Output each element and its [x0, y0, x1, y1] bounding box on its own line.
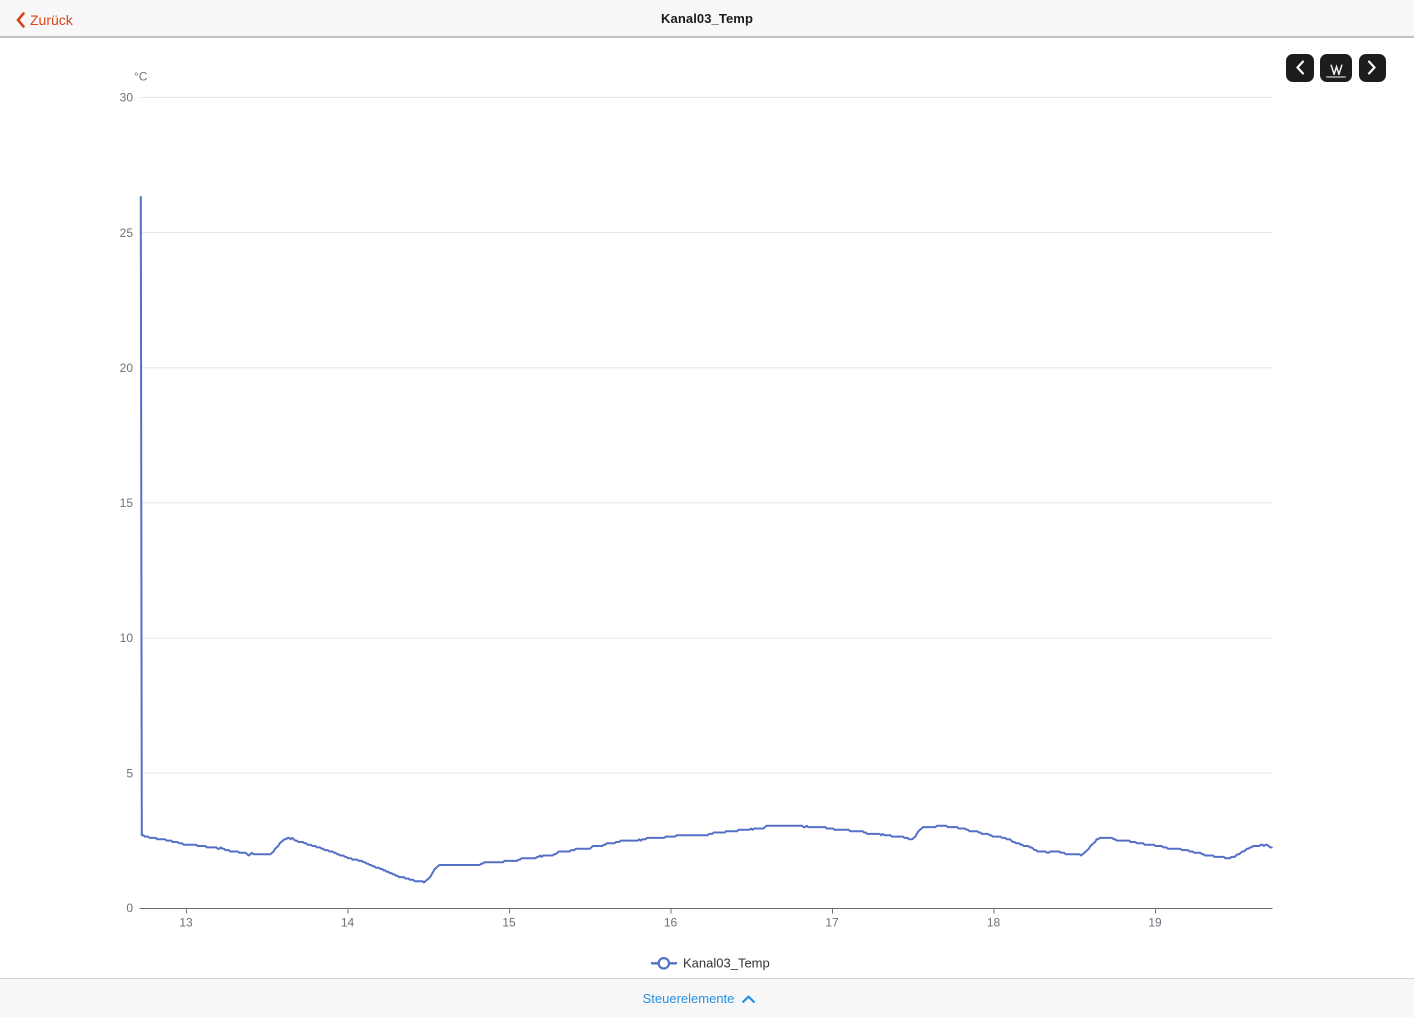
svg-text:30: 30	[120, 91, 134, 105]
svg-text:14: 14	[341, 916, 355, 930]
svg-text:5: 5	[126, 766, 133, 780]
svg-text:10: 10	[120, 631, 134, 645]
svg-text:18: 18	[987, 916, 1001, 930]
svg-text:17: 17	[825, 916, 839, 930]
svg-text:0: 0	[126, 901, 133, 915]
svg-text:15: 15	[502, 916, 516, 930]
svg-text:20: 20	[120, 361, 134, 375]
svg-text:25: 25	[120, 226, 134, 240]
svg-text:15: 15	[120, 496, 134, 510]
svg-text:13: 13	[179, 916, 193, 930]
svg-text:°C: °C	[134, 70, 148, 84]
svg-text:19: 19	[1148, 916, 1162, 930]
svg-text:Kanal03_Temp: Kanal03_Temp	[683, 956, 770, 971]
svg-text:16: 16	[664, 916, 678, 930]
